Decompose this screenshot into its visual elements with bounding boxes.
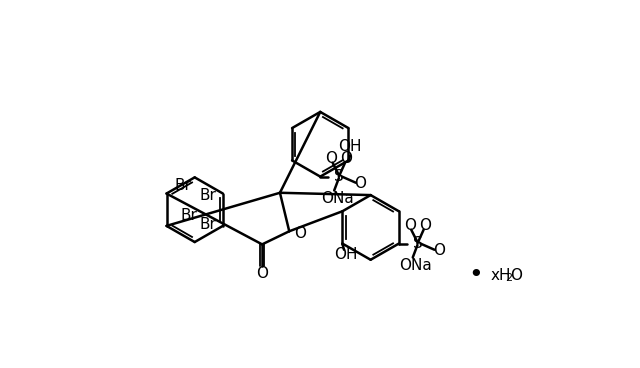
Text: xH: xH xyxy=(491,268,511,283)
Text: S: S xyxy=(334,169,344,184)
Text: O: O xyxy=(355,176,367,191)
Text: •: • xyxy=(468,263,483,287)
Text: O: O xyxy=(340,151,353,166)
Text: Br: Br xyxy=(180,208,197,223)
Text: O: O xyxy=(404,217,415,233)
Text: 2: 2 xyxy=(506,273,513,283)
Text: O: O xyxy=(294,226,306,241)
Text: Br: Br xyxy=(200,217,217,232)
Text: OH: OH xyxy=(334,247,357,262)
Text: S: S xyxy=(413,236,422,251)
Text: ONa: ONa xyxy=(399,258,432,273)
Text: ONa: ONa xyxy=(321,191,354,206)
Text: OH: OH xyxy=(338,139,362,154)
Text: O: O xyxy=(510,268,522,283)
Text: O: O xyxy=(256,266,268,281)
Text: Br: Br xyxy=(200,188,217,202)
Text: O: O xyxy=(419,217,431,233)
Text: O: O xyxy=(433,243,445,258)
Text: O: O xyxy=(325,151,337,166)
Text: Br: Br xyxy=(175,178,191,192)
